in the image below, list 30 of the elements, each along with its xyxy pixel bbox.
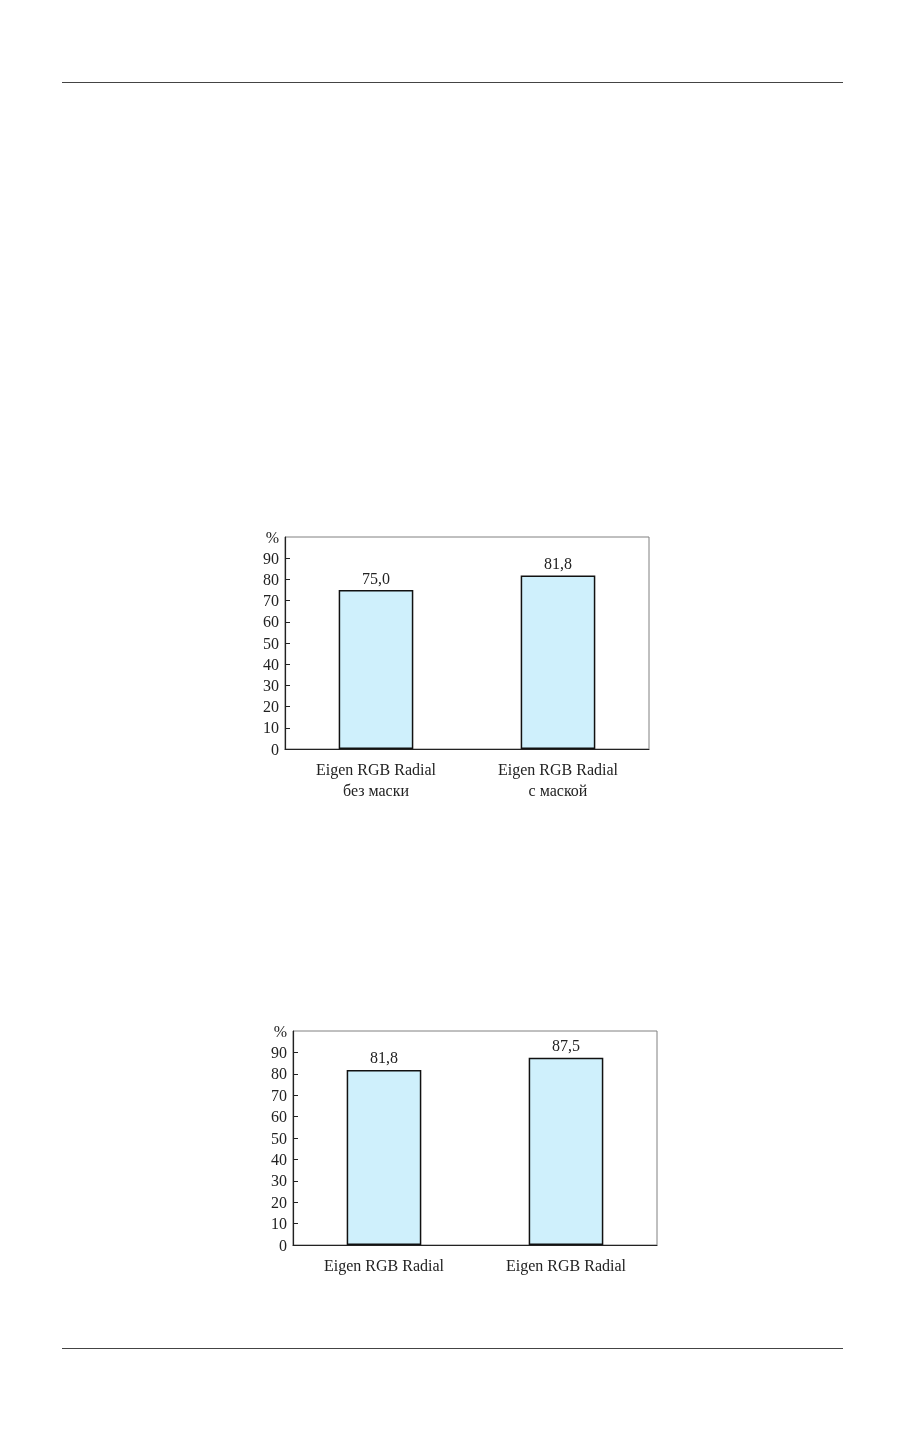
y-tick-label: 40 xyxy=(263,655,279,673)
y-tick-label: 90 xyxy=(263,549,279,567)
y-tick-label: 10 xyxy=(271,1215,287,1233)
y-tick-label: 30 xyxy=(271,1172,287,1190)
y-tick-label: 80 xyxy=(263,570,279,588)
x-tick-label: Eigen RGB Radial xyxy=(506,1257,627,1275)
x-tick-label: Eigen RGB Radial xyxy=(324,1257,445,1275)
y-tick-label: 50 xyxy=(271,1129,287,1147)
y-tick-label: 30 xyxy=(263,676,279,694)
y-tick-label: 10 xyxy=(263,719,279,737)
data-label: 75,0 xyxy=(362,569,390,587)
data-label: 81,8 xyxy=(370,1049,398,1067)
y-tick-label: 40 xyxy=(271,1150,287,1168)
y-tick-label: 60 xyxy=(271,1108,287,1126)
y-tick-label: 90 xyxy=(271,1043,287,1061)
y-tick-label: 0 xyxy=(279,1236,287,1254)
y-axis-title: % xyxy=(273,1022,287,1040)
y-tick-label: 80 xyxy=(271,1065,287,1083)
y-tick-label: 70 xyxy=(263,592,279,610)
x-tick-label: Eigen RGB Radial без маски xyxy=(316,761,437,799)
data-label: 81,8 xyxy=(544,555,572,573)
y-tick-label: 60 xyxy=(263,613,279,631)
y-tick-label: 70 xyxy=(271,1086,287,1104)
data-label: 87,5 xyxy=(552,1037,580,1055)
y-tick-label: 0 xyxy=(271,740,279,758)
y-axis-title: % xyxy=(265,528,279,546)
x-tick-label: Eigen RGB Radial с маской xyxy=(498,761,619,799)
y-tick-label: 20 xyxy=(263,698,279,716)
y-tick-label: 50 xyxy=(263,634,279,652)
y-tick-label: 20 xyxy=(271,1193,287,1211)
